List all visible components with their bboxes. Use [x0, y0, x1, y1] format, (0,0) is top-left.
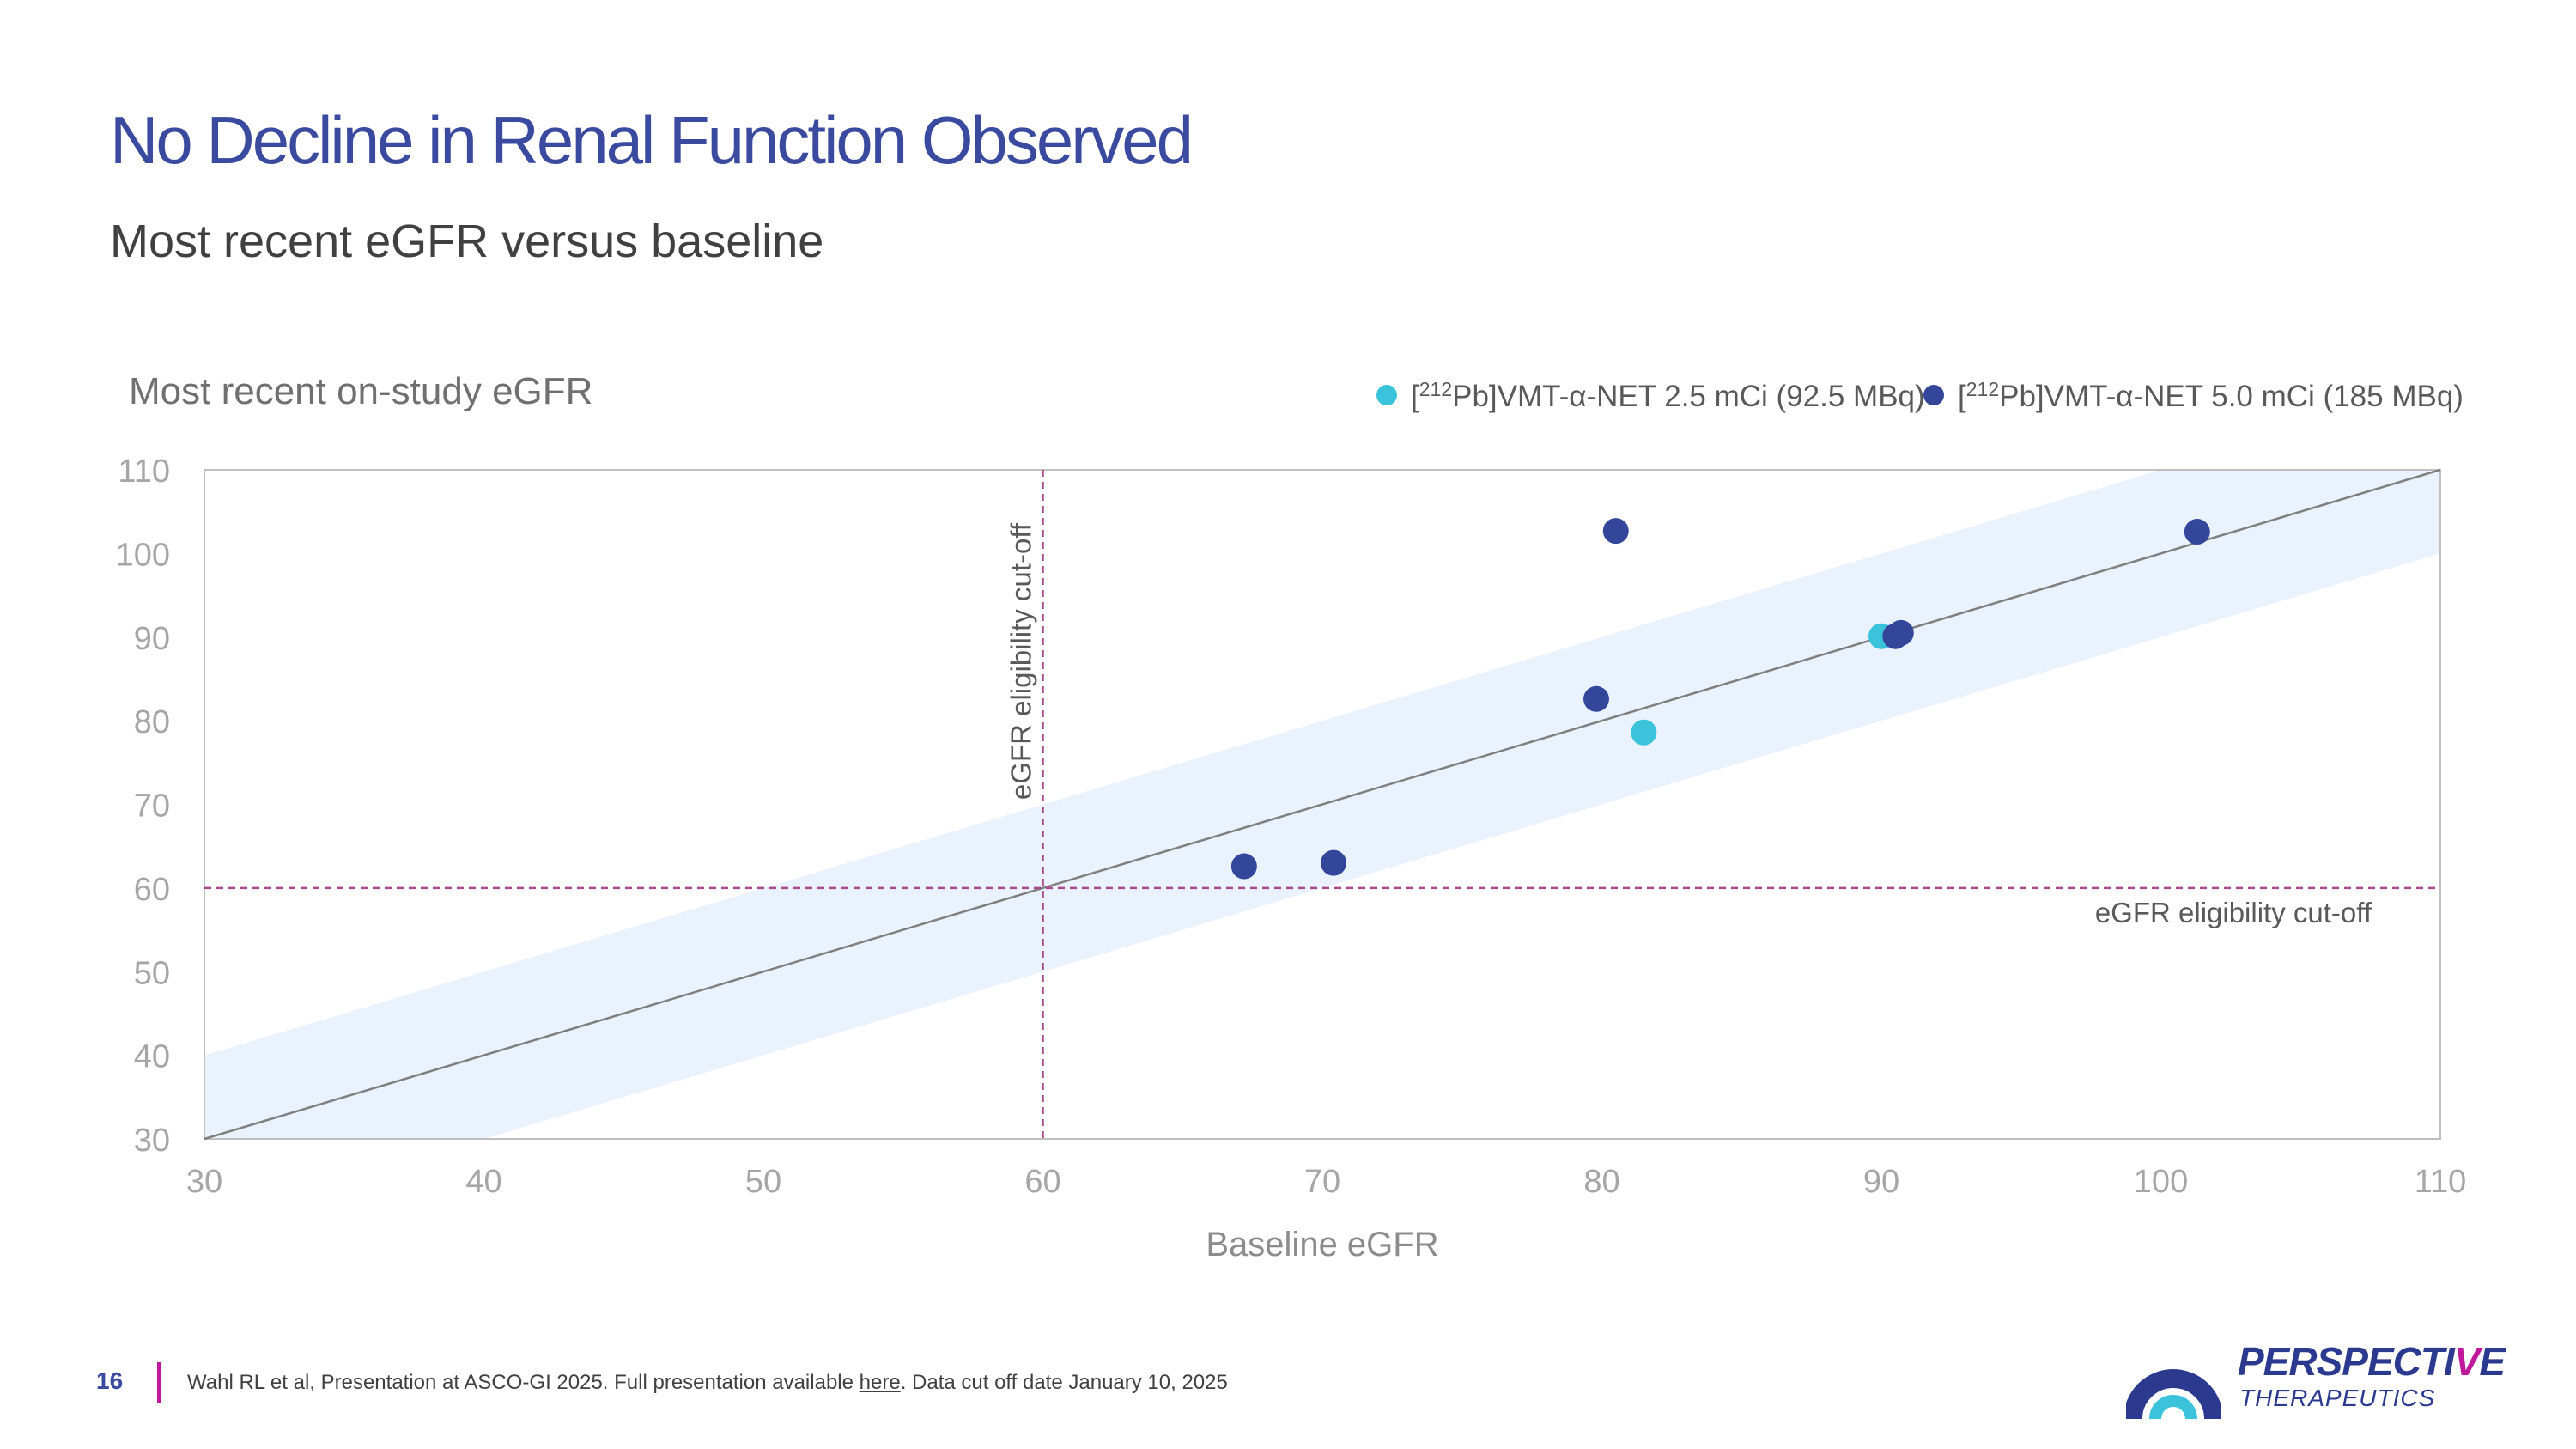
y-tick-label: 30 — [134, 1123, 170, 1159]
data-point-series-2 — [2184, 519, 2210, 545]
data-point-series-2 — [1887, 619, 1914, 646]
data-point-series-1 — [1631, 719, 1657, 746]
legend-marker-series-2 — [1923, 385, 1944, 405]
y-tick-label: 50 — [134, 955, 170, 991]
logo-subtitle: THERAPEUTICS — [2239, 1385, 2436, 1411]
y-tick-label: 110 — [118, 454, 170, 490]
x-tick-label: 30 — [186, 1164, 222, 1200]
page-subtitle: Most recent eGFR versus baseline — [110, 216, 824, 267]
identity-line — [204, 468, 2441, 1141]
y-tick-label: 90 — [134, 621, 170, 657]
y-tick-label: 80 — [134, 704, 170, 740]
data-point-series-2 — [1321, 849, 1347, 876]
x-axis-label: Baseline eGFR — [1206, 1226, 1438, 1263]
data-point-series-2 — [1583, 685, 1609, 712]
logo-wordmark: PERSPECTIVE — [2238, 1339, 2506, 1384]
plot-frame — [204, 469, 2441, 1140]
company-logo: PERSPECTIVE THERAPEUTICS — [2126, 1336, 2521, 1422]
perspective-arc-logo-icon — [2126, 1369, 2221, 1420]
legend-label-series-1: [212Pb]VMT-α-NET 2.5 mCi (92.5 MBq) — [1411, 378, 1925, 413]
footer-divider — [157, 1362, 161, 1403]
footer-citation: Wahl RL et al, Presentation at ASCO-GI 2… — [187, 1371, 1228, 1395]
y-tick-label: 60 — [134, 872, 170, 908]
legend-label-series-2: [212Pb]VMT-α-NET 5.0 mCi (185 MBq) — [1958, 378, 2464, 413]
x-tick-label: 80 — [1583, 1164, 1619, 1200]
citation-link[interactable]: here — [859, 1371, 901, 1394]
x-tick-label: 60 — [1024, 1164, 1060, 1200]
y-axis-label: Most recent on-study eGFR — [129, 370, 592, 412]
x-tick-label: 90 — [1863, 1164, 1899, 1200]
y-tick-label: 40 — [134, 1039, 170, 1075]
x-tick-label: 70 — [1304, 1164, 1340, 1200]
x-tick-label: 100 — [2134, 1164, 2188, 1200]
vertical-cutoff-label: eGFR eligibility cut-off — [1005, 522, 1037, 800]
citation-text: Wahl RL et al, Presentation at ASCO-GI 2… — [187, 1371, 860, 1394]
data-point-series-2 — [1230, 853, 1257, 880]
x-tick-label: 50 — [745, 1164, 781, 1200]
citation-text-end: . Data cut off date January 10, 2025 — [900, 1371, 1228, 1394]
data-point-series-2 — [1602, 518, 1629, 545]
legend-marker-series-1 — [1376, 385, 1397, 405]
x-tick-label: 110 — [2415, 1164, 2467, 1200]
y-tick-label: 100 — [116, 537, 170, 573]
page-number: 16 — [96, 1367, 124, 1394]
page-title: No Decline in Renal Function Observed — [110, 102, 1194, 178]
y-tick-label: 70 — [134, 788, 170, 825]
x-tick-label: 40 — [465, 1164, 501, 1200]
horizontal-cutoff-label: eGFR eligibility cut-off — [2095, 897, 2372, 928]
